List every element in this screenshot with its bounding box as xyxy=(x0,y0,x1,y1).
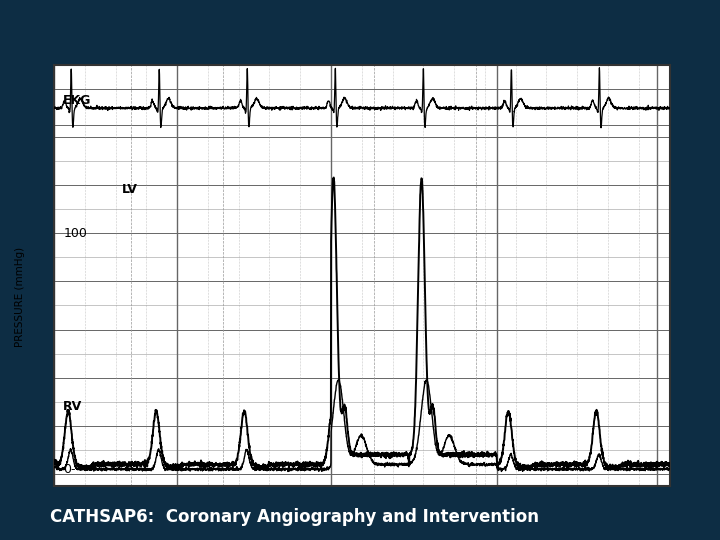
Text: PRESSURE (mmHg): PRESSURE (mmHg) xyxy=(15,246,25,347)
Text: 0-: 0- xyxy=(63,463,76,476)
Text: RV: RV xyxy=(63,400,83,413)
Text: 100: 100 xyxy=(63,227,87,240)
Text: LV: LV xyxy=(122,184,138,197)
Text: CATHSAP6:  Coronary Angiography and Intervention: CATHSAP6: Coronary Angiography and Inter… xyxy=(50,509,539,526)
Text: EKG: EKG xyxy=(63,94,91,107)
